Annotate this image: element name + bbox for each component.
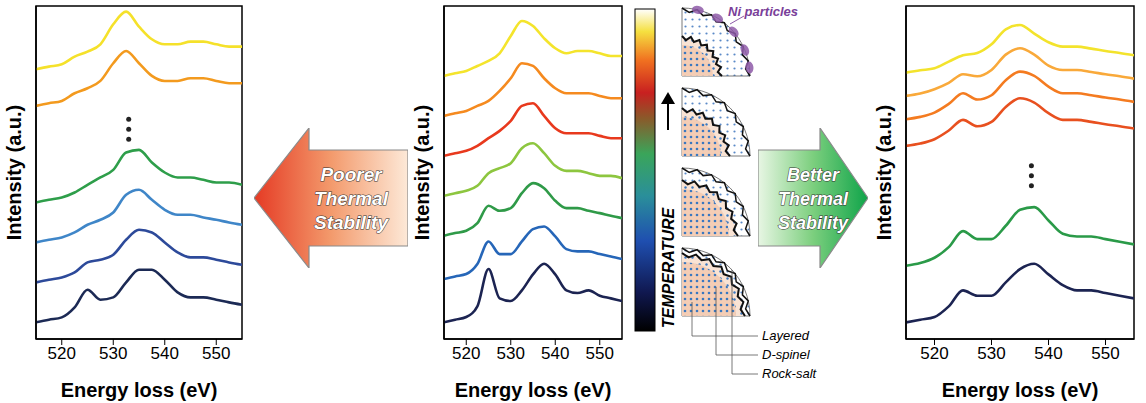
svg-text:Stability: Stability [314, 212, 389, 233]
svg-text:Energy loss (eV): Energy loss (eV) [455, 379, 612, 401]
svg-text:550: 550 [586, 344, 614, 363]
svg-text:540: 540 [541, 344, 569, 363]
svg-text:Layered: Layered [762, 328, 810, 343]
svg-text:Intensity (a.u.): Intensity (a.u.) [3, 105, 25, 241]
svg-text:TEMPERATURE: TEMPERATURE [660, 206, 677, 328]
svg-text:Energy loss (eV): Energy loss (eV) [942, 379, 1099, 401]
svg-text:D-spinel: D-spinel [762, 347, 811, 362]
svg-text:540: 540 [1034, 344, 1062, 363]
svg-text:Better: Better [787, 165, 840, 185]
svg-text:Rock-salt: Rock-salt [762, 366, 818, 381]
svg-text:Stability: Stability [778, 213, 849, 233]
svg-text:Energy loss (eV): Energy loss (eV) [61, 379, 218, 401]
svg-text:Intensity (a.u.): Intensity (a.u.) [411, 105, 433, 241]
svg-text:530: 530 [497, 344, 525, 363]
svg-text:550: 550 [202, 344, 230, 363]
svg-text:520: 520 [48, 344, 76, 363]
svg-text:Thermal: Thermal [778, 189, 849, 209]
svg-text:Intensity (a.u.): Intensity (a.u.) [873, 105, 895, 241]
svg-text:530: 530 [977, 344, 1005, 363]
svg-text:Poorer: Poorer [320, 164, 383, 185]
svg-text:Ni particles: Ni particles [728, 4, 798, 19]
svg-text:520: 520 [452, 344, 480, 363]
svg-text:530: 530 [99, 344, 127, 363]
svg-text:Thermal: Thermal [314, 188, 389, 209]
svg-text:540: 540 [151, 344, 179, 363]
svg-text:520: 520 [920, 344, 948, 363]
svg-text:550: 550 [1091, 344, 1119, 363]
